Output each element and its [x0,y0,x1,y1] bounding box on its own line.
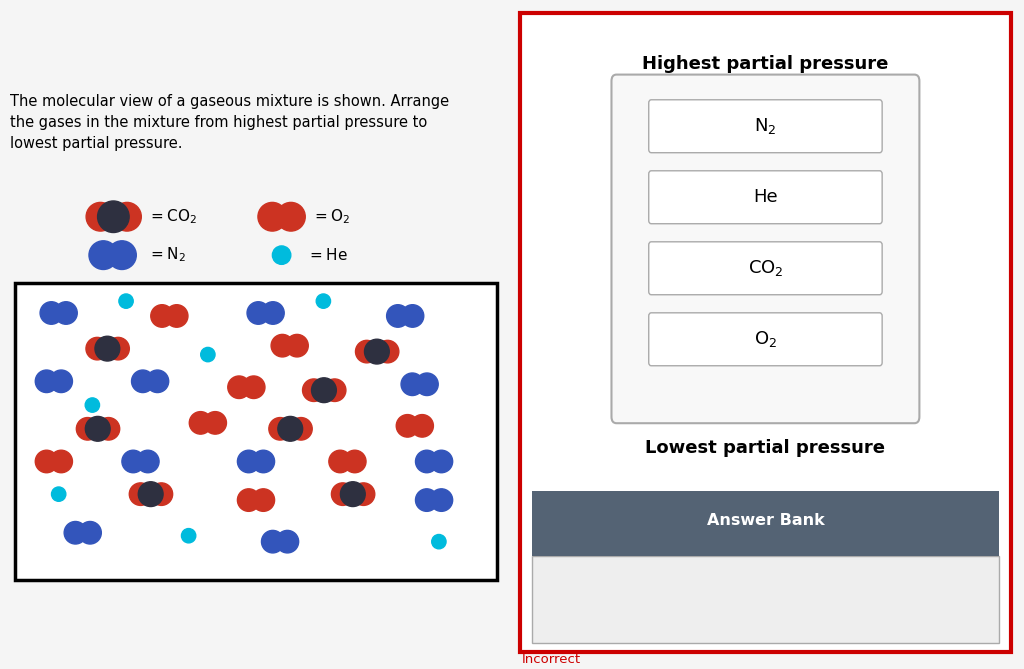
Circle shape [85,398,99,412]
Circle shape [430,489,453,511]
Circle shape [343,450,366,473]
Text: $= \mathrm{CO}_2$: $= \mathrm{CO}_2$ [148,207,198,226]
Circle shape [262,302,285,324]
Circle shape [278,416,303,441]
Circle shape [316,294,331,308]
Circle shape [302,379,325,401]
Circle shape [271,334,294,357]
Circle shape [401,373,424,395]
Text: Highest partial pressure: Highest partial pressure [642,56,889,73]
Circle shape [243,376,265,399]
Circle shape [129,483,152,505]
Circle shape [340,482,366,506]
FancyBboxPatch shape [532,555,998,643]
Circle shape [311,378,336,403]
Circle shape [387,304,410,327]
Circle shape [401,304,424,327]
Circle shape [332,483,354,505]
Circle shape [324,379,346,401]
Circle shape [106,337,129,360]
Circle shape [77,417,99,440]
Circle shape [261,531,284,553]
Circle shape [376,341,398,363]
FancyBboxPatch shape [611,74,920,423]
Circle shape [396,415,419,437]
Text: Lowest partial pressure: Lowest partial pressure [645,440,886,458]
Circle shape [252,489,274,511]
Circle shape [85,416,111,441]
Circle shape [352,483,375,505]
Circle shape [258,203,287,231]
Circle shape [238,489,260,511]
Circle shape [138,482,163,506]
Circle shape [86,337,109,360]
Circle shape [355,341,378,363]
FancyBboxPatch shape [649,313,882,366]
Circle shape [276,203,305,231]
Text: CO$_2$: CO$_2$ [748,258,783,278]
Circle shape [269,417,292,440]
Circle shape [119,294,133,308]
FancyBboxPatch shape [15,283,497,580]
Text: $= \mathrm{N}_2$: $= \mathrm{N}_2$ [148,246,186,264]
Circle shape [411,415,433,437]
Circle shape [35,370,57,393]
Text: $= \mathrm{O}_2$: $= \mathrm{O}_2$ [312,207,351,226]
Circle shape [272,246,291,264]
Circle shape [365,339,389,364]
Circle shape [35,450,57,473]
Text: Answer Bank: Answer Bank [707,512,824,528]
Circle shape [40,302,62,324]
Circle shape [276,531,299,553]
Circle shape [151,304,173,327]
Circle shape [95,337,120,361]
Circle shape [430,450,453,473]
Circle shape [416,373,438,395]
FancyBboxPatch shape [532,491,998,555]
FancyBboxPatch shape [649,171,882,223]
Circle shape [50,370,73,393]
Circle shape [89,241,118,270]
Circle shape [146,370,169,393]
FancyBboxPatch shape [519,13,1012,652]
Circle shape [113,203,141,231]
Circle shape [122,450,144,473]
Circle shape [97,201,129,233]
Circle shape [86,203,115,231]
Text: The molecular view of a gaseous mixture is shown. Arrange
the gases in the mixtu: The molecular view of a gaseous mixture … [10,94,450,151]
Circle shape [166,304,188,327]
Text: O$_2$: O$_2$ [754,329,777,349]
Circle shape [227,376,250,399]
Circle shape [432,535,446,549]
Circle shape [131,370,154,393]
Circle shape [416,450,438,473]
Circle shape [247,302,269,324]
Circle shape [151,483,173,505]
Circle shape [290,417,312,440]
Circle shape [189,411,212,434]
Circle shape [181,529,196,543]
Circle shape [238,450,260,473]
Circle shape [108,241,136,270]
Circle shape [204,411,226,434]
Circle shape [136,450,159,473]
Circle shape [252,450,274,473]
Circle shape [54,302,77,324]
Text: N$_2$: N$_2$ [755,116,776,136]
Circle shape [329,450,351,473]
Circle shape [286,334,308,357]
FancyBboxPatch shape [649,100,882,153]
Circle shape [416,489,438,511]
Circle shape [50,450,73,473]
Circle shape [65,521,87,544]
Circle shape [79,521,101,544]
Text: Incorrect: Incorrect [522,653,582,666]
Text: He: He [753,188,778,206]
Text: $= \mathrm{He}$: $= \mathrm{He}$ [307,247,348,263]
Circle shape [201,347,215,362]
Circle shape [51,487,66,501]
Circle shape [97,417,120,440]
FancyBboxPatch shape [649,242,882,295]
